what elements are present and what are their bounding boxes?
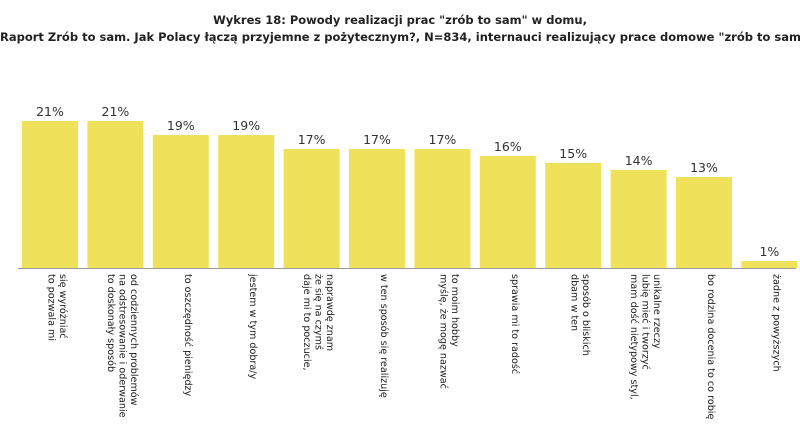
category-label-line: daje mi to poczucie, [301,274,312,371]
bar [283,149,340,268]
svg-text:myślę, że mogę nazwaćto moim h: myślę, że mogę nazwaćto moim hobby [438,274,461,389]
category-label-line: jestem w tym dobra/y [247,273,258,379]
category-label-line: to oszczędność pieniędzy [182,274,194,397]
data-label: 21% [36,104,64,119]
chart-title: Wykres 18: Powody realizacji prac "zrób … [0,12,800,46]
data-label: 14% [625,153,653,168]
category-label-line: naprawdę znam [324,274,335,351]
data-label: 15% [559,146,587,161]
bar [414,149,471,268]
category-label: daje mi to poczucie,że się na czymśnapra… [301,274,335,371]
category-label-line: sposób o bliskich [580,274,592,356]
category-label: sprawia mi to radość [509,274,521,374]
category-label: w ten sposób się realizuję [378,274,390,398]
title-line-2: Raport Zrób to sam. Jak Polacy łączą prz… [0,30,800,44]
data-label: 19% [232,118,260,133]
bar [22,121,78,268]
bar [741,261,798,268]
category-label: dbam w tensposób o bliskich [568,274,592,356]
category-label-line: w ten sposób się realizuję [378,274,390,398]
category-label-line: to doskonały sposób [105,274,117,372]
svg-text:w ten sposób się realizuję: w ten sposób się realizuję [378,274,390,398]
data-label: 17% [298,132,326,147]
bar [676,177,732,268]
category-label: żadne z powyższych [770,274,781,372]
data-label: 16% [494,139,522,154]
category-label-line: dbam w ten [568,274,579,331]
category-label-line: to pozwala mi [45,274,56,341]
category-label-line: się wyróżniać [57,274,69,339]
bar [152,135,209,268]
category-label: to oszczędność pieniędzy [182,274,194,397]
bar [479,156,536,268]
bar [218,135,275,268]
svg-text:mam dość nietypowy styl,lubię: mam dość nietypowy styl,lubię mieć i two… [628,274,662,400]
data-label: 17% [363,132,391,147]
data-label: 17% [429,132,457,147]
title-line-1: Wykres 18: Powody realizacji prac "zrób … [213,13,587,27]
svg-text:sprawia mi to radość: sprawia mi to radość [509,274,521,374]
category-label-line: unikalne rzeczy [651,274,662,349]
bar [87,121,144,268]
data-label: 1% [759,244,779,259]
category-label-line: żadne z powyższych [770,274,781,372]
bar [349,149,405,268]
svg-text:daje mi to poczucie,że się na: daje mi to poczucie,że się na czymśnapra… [301,274,335,371]
svg-text:żadne z powyższych: żadne z powyższych [770,274,781,372]
category-label: to pozwala misię wyróżniać [45,274,69,341]
category-label: myślę, że mogę nazwaćto moim hobby [438,274,461,389]
category-label-line: sprawia mi to radość [509,274,521,374]
category-label-line: od codziennych problemów [128,274,140,406]
category-label-line: na odstresowanie i oderwanie [116,274,127,418]
category-label-line: bo rodzina docenia to co robię [705,274,716,419]
bar [545,163,602,268]
category-label: mam dość nietypowy styl,lubię mieć i two… [628,274,662,400]
svg-text:to pozwala misię wyróżniać: to pozwala misię wyróżniać [45,274,69,341]
bar [610,170,667,268]
svg-text:jestem w tym dobra/y: jestem w tym dobra/y [247,273,258,379]
category-label-line: mam dość nietypowy styl, [628,274,640,400]
category-label-line: myślę, że mogę nazwać [438,274,450,389]
category-label: to doskonały sposóbna odstresowanie i od… [105,274,140,418]
data-label: 19% [167,118,195,133]
category-label-line: że się na czymś [313,274,325,350]
svg-text:dbam w tensposób o bliskich: dbam w tensposób o bliskich [568,274,592,356]
category-label: jestem w tym dobra/y [247,273,258,379]
svg-text:to doskonały sposóbna odstreso: to doskonały sposóbna odstresowanie i od… [105,274,140,418]
category-label-line: to moim hobby [449,274,460,347]
data-label: 13% [690,160,718,175]
data-label: 21% [102,104,130,119]
svg-text:bo rodzina docenia to co robię: bo rodzina docenia to co robię [705,274,716,419]
category-label-line: lubię mieć i tworzyć [640,274,652,370]
category-label: bo rodzina docenia to co robię [705,274,716,419]
svg-text:to oszczędność pieniędzy: to oszczędność pieniędzy [182,274,194,397]
